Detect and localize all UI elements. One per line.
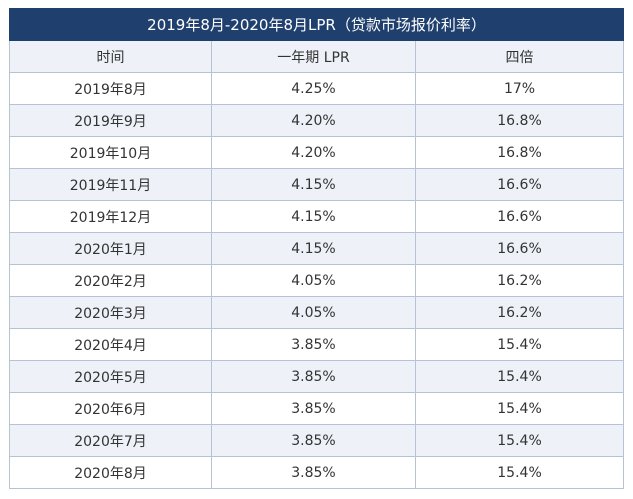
table-title: 2019年8月-2020年8月LPR（贷款市场报价利率） (8, 8, 625, 41)
table-body: 时间 一年期 LPR 四倍 2019年8月 4.25% 17% 2019年9月 4.20… (9, 40, 625, 489)
cell-one-year-lpr: 4.25% (211, 72, 416, 105)
table-row: 2020年8月 3.85% 15.4% (9, 456, 625, 489)
cell-four-times: 16.8% (414, 104, 625, 137)
cell-one-year-lpr: 4.15% (211, 232, 416, 265)
table-row: 2019年8月 4.25% 17% (9, 72, 625, 105)
cell-one-year-lpr: 3.85% (211, 392, 416, 425)
cell-one-year-lpr: 4.05% (211, 264, 416, 297)
cell-one-year-lpr: 3.85% (211, 456, 416, 489)
table-row: 2020年7月 3.85% 15.4% (9, 424, 625, 457)
cell-month: 2020年2月 (9, 264, 212, 297)
table-row: 2019年9月 4.20% 16.8% (9, 104, 625, 137)
cell-four-times: 16.8% (414, 136, 625, 169)
cell-month: 2019年8月 (9, 72, 212, 105)
cell-one-year-lpr: 4.05% (211, 296, 416, 329)
cell-four-times: 15.4% (414, 456, 625, 489)
table-row: 2019年10月 4.20% 16.8% (9, 136, 625, 169)
cell-four-times: 17% (414, 72, 625, 105)
cell-one-year-lpr: 3.85% (211, 424, 416, 457)
cell-one-year-lpr: 4.20% (211, 136, 416, 169)
cell-month: 2019年10月 (9, 136, 212, 169)
lpr-table: 2019年8月-2020年8月LPR（贷款市场报价利率） 时间 一年期 LPR … (8, 8, 625, 489)
cell-month: 2019年12月 (9, 200, 212, 233)
table-title-row: 2019年8月-2020年8月LPR（贷款市场报价利率） (8, 8, 625, 41)
table-row: 2020年4月 3.85% 15.4% (9, 328, 625, 361)
cell-month: 2020年7月 (9, 424, 212, 457)
cell-four-times: 15.4% (414, 360, 625, 393)
cell-one-year-lpr: 3.85% (211, 328, 416, 361)
cell-four-times: 16.2% (414, 296, 625, 329)
cell-month: 2019年9月 (9, 104, 212, 137)
cell-month: 2020年4月 (9, 328, 212, 361)
cell-month: 2020年1月 (9, 232, 212, 265)
cell-four-times: 15.4% (414, 424, 625, 457)
cell-month: 2020年3月 (9, 296, 212, 329)
table-row: 2020年3月 4.05% 16.2% (9, 296, 625, 329)
table-row: 2019年12月 4.15% 16.6% (9, 200, 625, 233)
cell-four-times: 16.6% (414, 200, 625, 233)
cell-month: 2020年6月 (9, 392, 212, 425)
cell-four-times: 16.6% (414, 232, 625, 265)
cell-four-times: 15.4% (414, 392, 625, 425)
cell-one-year-lpr: 4.15% (211, 200, 416, 233)
cell-one-year-lpr: 4.20% (211, 104, 416, 137)
column-header-one-year-lpr: 一年期 LPR (211, 40, 416, 73)
cell-four-times: 16.2% (414, 264, 625, 297)
table-row: 2020年5月 3.85% 15.4% (9, 360, 625, 393)
cell-month: 2020年8月 (9, 456, 212, 489)
cell-month: 2019年11月 (9, 168, 212, 201)
cell-four-times: 16.6% (414, 168, 625, 201)
cell-one-year-lpr: 3.85% (211, 360, 416, 393)
table-row: 2020年6月 3.85% 15.4% (9, 392, 625, 425)
lpr-table-container: 2019年8月-2020年8月LPR（贷款市场报价利率） 时间 一年期 LPR … (8, 8, 625, 489)
table-row: 2020年1月 4.15% 16.6% (9, 232, 625, 265)
cell-month: 2020年5月 (9, 360, 212, 393)
cell-one-year-lpr: 4.15% (211, 168, 416, 201)
table-row: 2019年11月 4.15% 16.6% (9, 168, 625, 201)
column-header-four-times: 四倍 (414, 40, 625, 73)
column-header-time: 时间 (9, 40, 212, 73)
table-row: 2020年2月 4.05% 16.2% (9, 264, 625, 297)
cell-four-times: 15.4% (414, 328, 625, 361)
header-row: 时间 一年期 LPR 四倍 (9, 40, 625, 73)
